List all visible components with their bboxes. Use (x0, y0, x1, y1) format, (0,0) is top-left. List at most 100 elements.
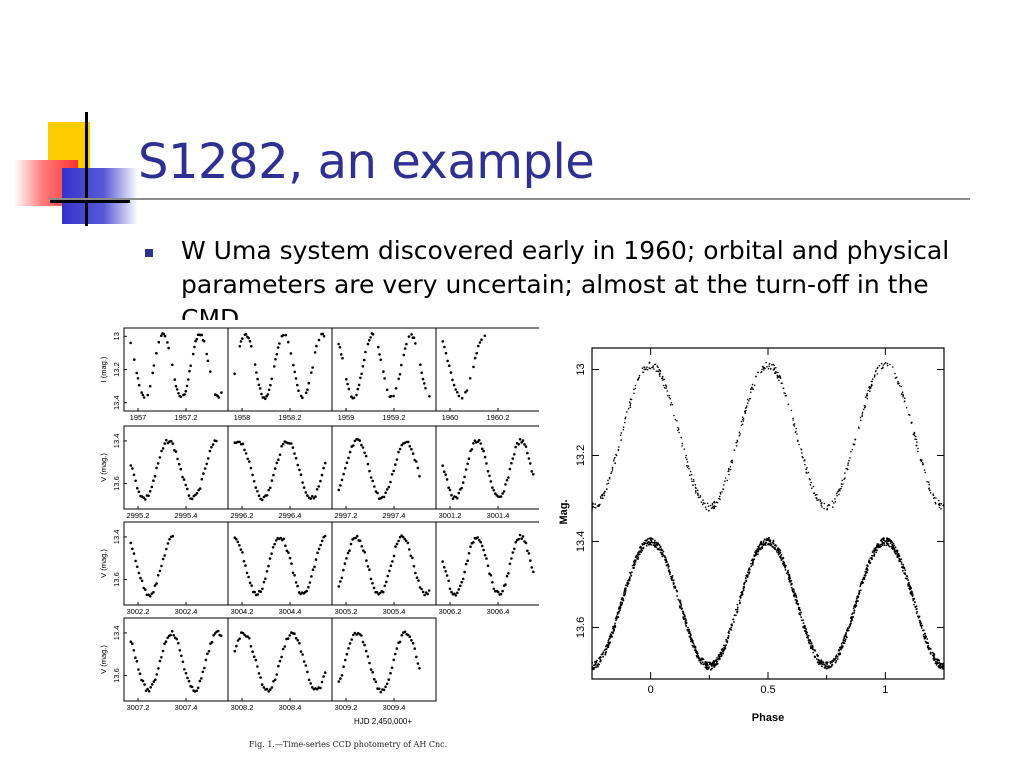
data-point (813, 655, 816, 658)
data-point (716, 658, 719, 661)
data-point (442, 565, 446, 569)
data-point (794, 592, 797, 595)
data-point (265, 570, 269, 573)
data-point (411, 556, 414, 560)
x-tick-label: 1 (882, 684, 888, 696)
data-point (686, 466, 689, 469)
data-point (726, 479, 728, 482)
data-point (176, 457, 179, 461)
data-point (831, 500, 834, 503)
data-point (421, 377, 425, 381)
data-point (418, 474, 421, 478)
data-point (189, 364, 192, 367)
data-point (459, 584, 462, 588)
data-point (600, 497, 602, 499)
data-point (186, 487, 189, 491)
data-point (447, 486, 450, 489)
data-point (669, 404, 672, 406)
data-point (626, 585, 629, 588)
data-point (630, 574, 633, 577)
data-point (732, 618, 734, 621)
data-point (793, 590, 795, 592)
data-point (315, 687, 319, 691)
data-point (751, 558, 754, 561)
data-point (267, 388, 271, 392)
data-point (671, 403, 674, 406)
data-point (219, 634, 223, 638)
data-point (206, 359, 210, 363)
data-point (132, 473, 136, 477)
data-point (664, 557, 667, 559)
data-point (728, 630, 730, 633)
data-point (912, 433, 915, 436)
data-point (617, 616, 619, 618)
data-point (607, 641, 610, 644)
data-point (292, 363, 295, 367)
data-point (873, 553, 876, 556)
data-point (928, 483, 930, 486)
data-point (880, 367, 883, 370)
data-point (599, 659, 602, 662)
data-point (836, 658, 839, 660)
data-point (886, 364, 889, 367)
data-point (260, 683, 264, 686)
data-point (610, 631, 613, 634)
data-point (378, 353, 381, 356)
data-point (720, 651, 723, 654)
data-point (249, 466, 253, 470)
data-point (654, 545, 657, 548)
data-point (379, 358, 383, 362)
data-point (129, 341, 132, 345)
data-point (751, 562, 754, 565)
data-point (869, 390, 871, 392)
data-point (770, 367, 772, 370)
data-point (270, 377, 273, 381)
y-tick-label: 13.6 (112, 572, 121, 587)
data-point (689, 470, 692, 473)
data-point (466, 462, 469, 466)
data-point (448, 364, 451, 367)
data-point (144, 588, 147, 591)
y-tick-label: 13.4 (112, 530, 121, 545)
data-point (870, 380, 873, 383)
data-point (157, 667, 160, 670)
data-point (705, 667, 708, 670)
data-point (444, 351, 448, 355)
data-point (817, 661, 820, 664)
data-point (131, 467, 134, 470)
data-point (884, 361, 887, 364)
data-point (662, 550, 665, 553)
data-point (294, 377, 298, 380)
data-point (265, 494, 269, 497)
data-point (171, 534, 175, 538)
data-point (267, 488, 270, 492)
data-point (407, 335, 411, 338)
data-point (695, 654, 698, 657)
data-point (835, 656, 837, 658)
data-point (739, 597, 742, 599)
data-point (288, 634, 291, 637)
data-point (177, 462, 181, 466)
data-point (510, 557, 513, 560)
data-point (272, 473, 275, 477)
data-point (357, 383, 361, 387)
data-point (244, 333, 248, 336)
data-point (388, 569, 391, 573)
data-point (782, 387, 785, 389)
data-point (688, 631, 691, 633)
data-point (700, 662, 703, 665)
data-point (900, 561, 903, 563)
data-point (314, 558, 318, 561)
data-point (139, 576, 142, 580)
data-point (745, 580, 748, 582)
data-point (364, 350, 367, 354)
data-point (889, 363, 891, 366)
data-point (293, 574, 296, 577)
data-point (750, 388, 752, 390)
data-point (163, 334, 167, 338)
data-point (728, 473, 730, 476)
data-point (724, 480, 726, 482)
data-point (235, 644, 238, 648)
data-point (383, 584, 387, 588)
data-point (166, 341, 169, 344)
